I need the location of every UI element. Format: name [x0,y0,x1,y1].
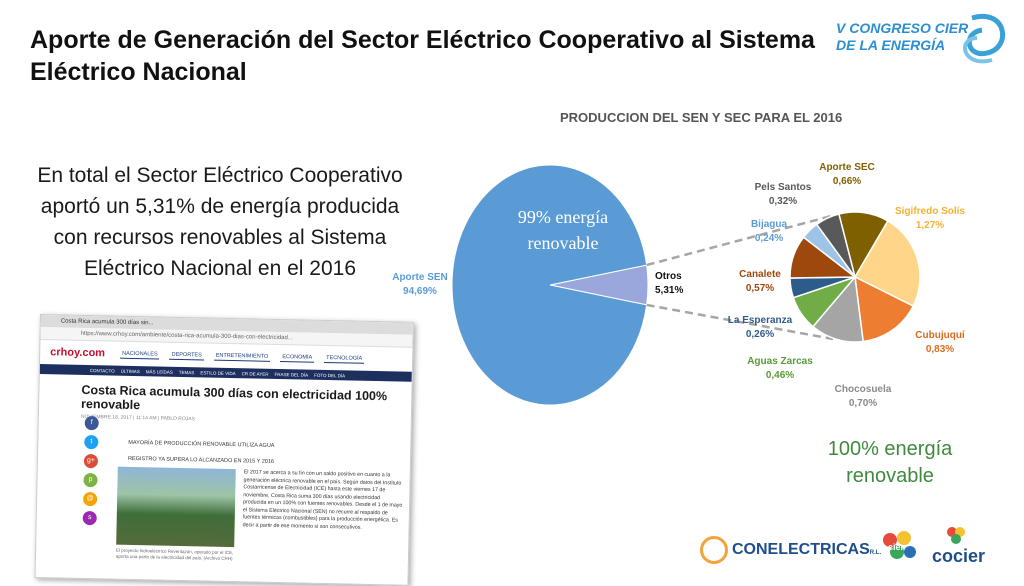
label-breakdown-3: Chocosuela 0,70% [835,384,892,409]
label-breakdown-1: Sigifredo Solís 1,27% [895,206,965,231]
connector-top [646,213,836,267]
main-pie: 99% energía renovable [451,164,649,406]
congreso-logo-text: V CONGRESO CIER DE LA ENERGÍA [836,20,968,54]
svg-text:0,24%: 0,24% [755,233,783,244]
svg-text:0,26%: 0,26% [746,329,774,340]
share-icon-5: s [82,510,97,526]
article-body: El 2017 se acerca a su fin con un saldo … [242,469,403,531]
svg-text:1,27%: 1,27% [916,220,944,231]
subnav-item-0: CONTACTO [89,367,115,374]
congreso-line-1: V CONGRESO CIER [836,20,969,36]
congreso-line-2: DE LA ENERGÍA [836,37,946,53]
label-breakdown-4: Aguas Zarcas 0,46% [747,356,813,381]
svg-text:Pels Santos: Pels Santos [755,182,812,193]
subnav-item-4: ESTILO DE VIDA [200,369,236,376]
cocier-icon [947,527,965,544]
svg-text:Aporte SEN: Aporte SEN [392,272,448,283]
summary-text: En total el Sector Eléctrico Cooperativo… [37,164,403,280]
svg-text:Aguas Zarcas: Aguas Zarcas [747,356,813,367]
article-bullets: MAYORÍA DE PRODUCCIÓN RENOVABLE UTILIZA … [128,435,275,470]
site-logo: crhoy.com [50,346,106,360]
nav-item-2: ENTRETENIMIENTO [213,351,271,362]
nav-item-1: DEPORTES [169,350,204,360]
photo-caption: El proyecto hidroeléctrico Reventazón, o… [115,547,234,562]
share-icon-2: g+ [83,453,99,469]
label-breakdown-6: Canalete 0,57% [739,269,781,294]
cocier-text: cocier [932,546,986,566]
svg-text:Bijagua: Bijagua [751,219,788,230]
breakdown-slice-3 [811,275,864,343]
subnav-item-3: TEMAS [178,369,195,375]
share-icon-0: f [84,415,99,431]
nav-item-4: TECNOLOGÍA [324,353,365,364]
label-breakdown-0: Aporte SEC 0,66% [819,162,875,187]
article-photo [116,466,236,548]
svg-text:La Esperanza: La Esperanza [728,315,793,326]
svg-text:0,70%: 0,70% [849,398,877,409]
svg-text:0,83%: 0,83% [926,344,954,355]
conelectricas-icon [700,536,728,564]
label-aporte-sen: Aporte SEN 94,69% [392,272,448,297]
svg-text:0,66%: 0,66% [833,176,861,187]
svg-text:Canalete: Canalete [739,269,781,280]
swirl-logo-icon [963,13,1005,64]
breakdown-slice-2 [854,275,915,343]
slide-title: Aporte de Generación del Sector Eléctric… [30,26,815,86]
news-article-screenshot: Costa Rica acumula 300 días sin... https… [34,314,414,586]
conelectricas-logo: CONELECTRICASR.L. [700,536,881,564]
subnav-item-5: CR DE AYER [241,370,269,377]
inner-annotation-1: 99% energía [518,207,608,227]
conelectricas-suffix: R.L. [869,550,882,557]
svg-text:94,69%: 94,69% [403,286,437,297]
renewable-note: 100% energía renovable [827,438,953,487]
chart-title: PRODUCCION DEL SEN Y SEC PARA EL 2016 [560,110,843,125]
nav-item-0: NACIONALES [120,349,160,360]
svg-text:0,46%: 0,46% [766,370,794,381]
subnav-item-7: FOTO DEL DÍA [314,372,346,378]
svg-text:Cubujuquí: Cubujuquí [915,330,966,341]
main-slice-sen [451,164,648,406]
share-icon-4: @ [82,491,98,507]
cier-hexagon-icon [883,531,916,559]
cier-text: cier [888,542,905,552]
article-headline: Costa Rica acumula 300 días con electric… [80,382,388,413]
cier-logo: cier [880,528,920,571]
label-breakdown-5: La Esperanza 0,26% [728,315,793,340]
inner-annotation-2: renovable [528,233,599,253]
svg-text:Otros: Otros [655,271,682,282]
share-icon-1: t [84,434,99,450]
label-breakdown-8: Pels Santos 0,32% [755,182,812,207]
connector-lines [646,213,836,341]
share-icon-3: p [83,472,98,488]
breakdown-pie [789,211,921,343]
subnav-item-6: FRASE DEL DÍA [274,371,309,378]
subnav-item-1: ÚLTIMAS [120,368,140,374]
svg-text:Chocosuela: Chocosuela [835,384,892,395]
svg-text:5,31%: 5,31% [655,285,683,296]
connector-bottom [646,303,834,341]
conelectricas-text: CONELECTRICAS [732,541,870,559]
nav-item-3: ECONOMÍA [280,352,315,363]
svg-text:0,57%: 0,57% [746,283,774,294]
label-otros: Otros 5,31% [655,271,683,296]
cocier-logo: cocier [932,527,986,567]
svg-text:0,32%: 0,32% [769,196,797,207]
congreso-logo [832,8,1012,68]
chart-labels: Aporte SEN 94,69% Otros 5,31% Aporte SEC 0,66… [392,162,966,409]
breakdown-slice-8 [815,213,856,278]
site-nav: NACIONALES DEPORTES ENTRETENIMIENTO ECONOMÍ… [120,349,365,364]
svg-text:Aporte SEC: Aporte SEC [819,162,875,173]
label-breakdown-7: Bijagua 0,24% [751,219,788,244]
subnav-item-2: MÁS LEÍDAS [145,368,173,375]
label-breakdown-2: Cubujuquí 0,83% [915,330,966,355]
svg-text:Sigifredo Solís: Sigifredo Solís [895,206,965,217]
pie-chart: 99% energía renovable Aporte SEN 94,69% Otr… [392,162,966,409]
